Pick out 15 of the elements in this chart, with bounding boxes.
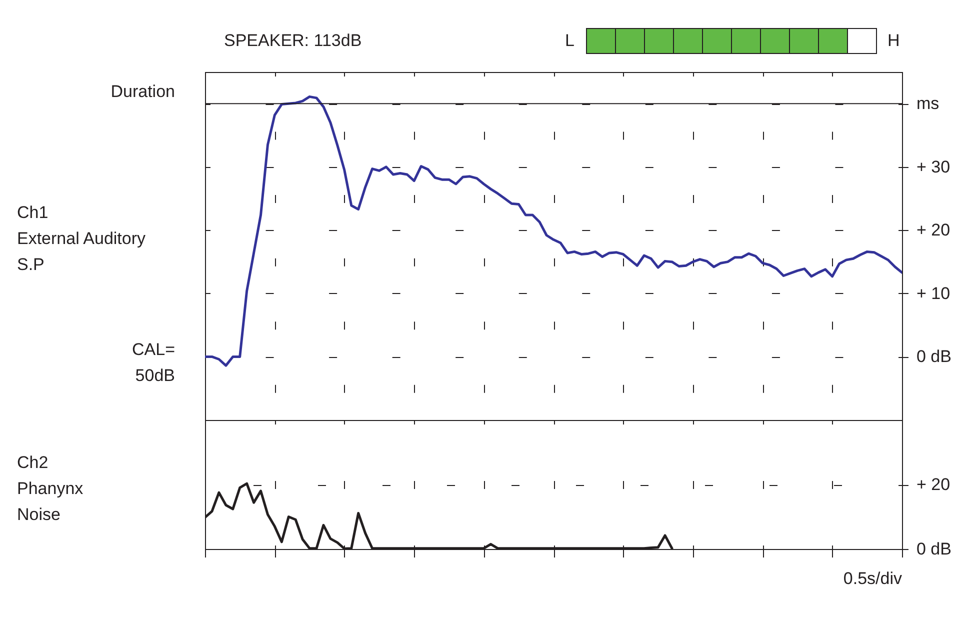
- text: L: [565, 31, 574, 51]
- y-axis-title: Ch2 Phanynx Noise: [17, 453, 84, 524]
- y-tick-label: + 20: [916, 220, 950, 240]
- text: 0.5s/div: [843, 569, 902, 588]
- y-tick-label: + 30: [916, 157, 950, 176]
- y-tick-label: ms: [916, 94, 940, 114]
- text: H: [887, 31, 900, 51]
- y-tick-label: 0 dB: [916, 540, 952, 558]
- y-tick-label: + 20: [916, 475, 950, 494]
- chart-title: SPEAKER: 113dB: [224, 31, 362, 50]
- y-tick-label: + 10: [916, 284, 950, 303]
- text: Duration: [110, 82, 175, 101]
- y-axis-title: Ch1 External Auditory S.P: [17, 203, 146, 274]
- text: CAL= 50dB: [132, 340, 176, 385]
- y-tick-label: 0 dB: [916, 347, 952, 366]
